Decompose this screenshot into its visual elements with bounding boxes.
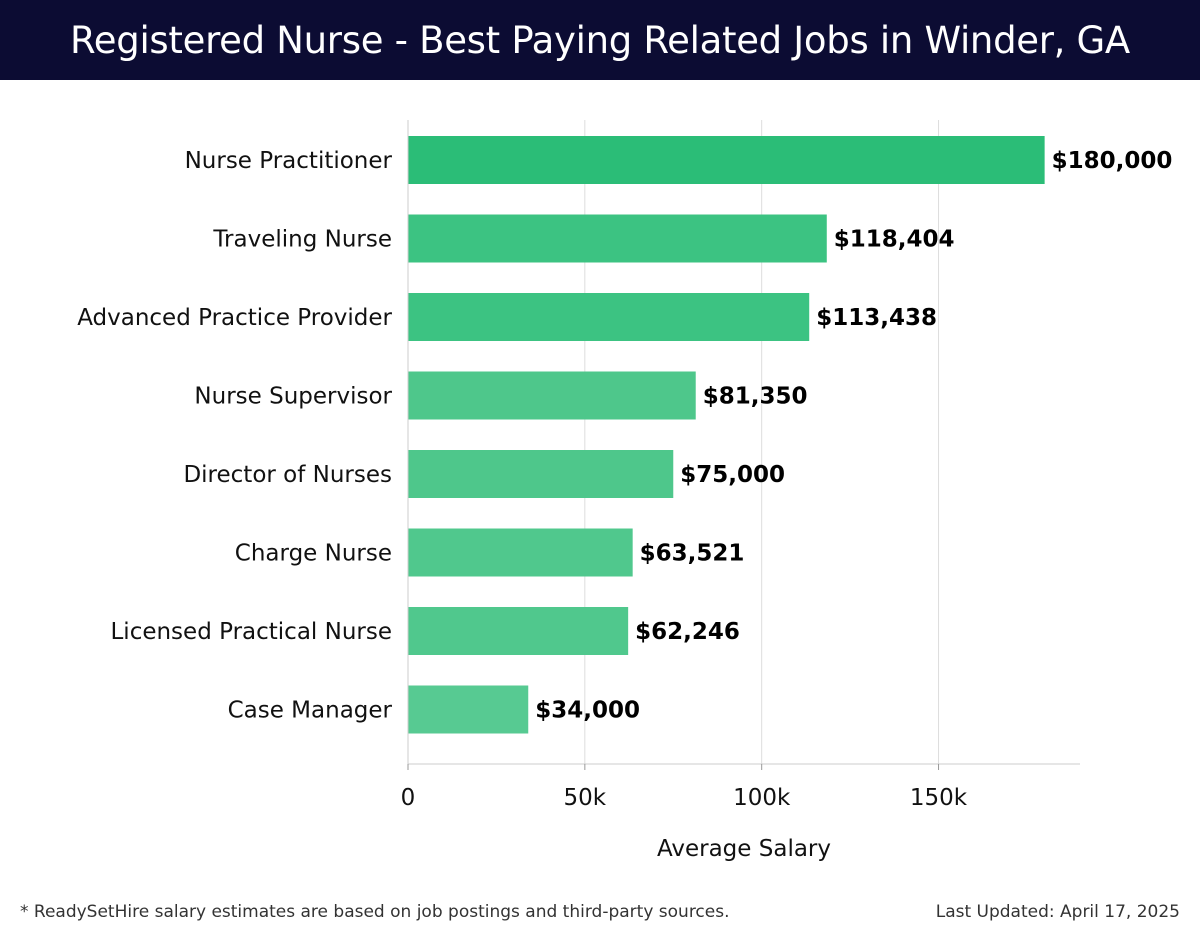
bar [408,214,827,263]
category-label: Advanced Practice Provider [77,305,392,331]
x-axis: 0 50k 100k 150k Average Salary [401,120,1080,862]
category-labels: Nurse Practitioner Traveling Nurse Advance… [77,148,392,724]
category-label: Director of Nurses [183,462,392,488]
bar [408,293,810,341]
x-axis-title: Average Salary [657,836,831,862]
x-tick-label: 50k [564,785,607,811]
category-label: Licensed Practical Nurse [110,619,392,645]
bar [408,371,696,420]
category-label: Traveling Nurse [212,227,392,253]
category-label: Nurse Supervisor [194,384,392,410]
category-label: Case Manager [228,698,393,724]
value-label: $118,404 [834,227,955,253]
value-label: $34,000 [535,698,640,724]
x-tick-label: 150k [910,785,968,811]
bars [408,136,1045,734]
category-label: Nurse Practitioner [185,148,393,174]
bar [408,685,529,734]
category-label: Charge Nurse [235,541,392,567]
value-labels: $180,000 $118,404 $113,438 $81,350 $75,000 $6… [535,148,1172,724]
chart-title: Registered Nurse - Best Paying Related J… [70,18,1130,62]
value-label: $75,000 [680,462,785,488]
bar [408,136,1045,184]
value-label: $81,350 [703,384,808,410]
value-label: $63,521 [640,541,745,567]
x-tick-label: 100k [733,785,791,811]
bar [408,450,674,498]
x-tick-label: 0 [401,785,416,811]
bar [408,528,633,577]
last-updated: Last Updated: April 17, 2025 [935,902,1180,922]
bar [408,607,629,655]
value-label: $180,000 [1052,148,1173,174]
chart-header: Registered Nurse - Best Paying Related J… [0,0,1200,80]
footer-note: * ReadySetHire salary estimates are base… [20,902,730,922]
value-label: $62,246 [635,619,740,645]
value-label: $113,438 [816,305,937,331]
bar-chart: $180,000 $118,404 $113,438 $81,350 $75,000 $6… [77,120,1172,862]
